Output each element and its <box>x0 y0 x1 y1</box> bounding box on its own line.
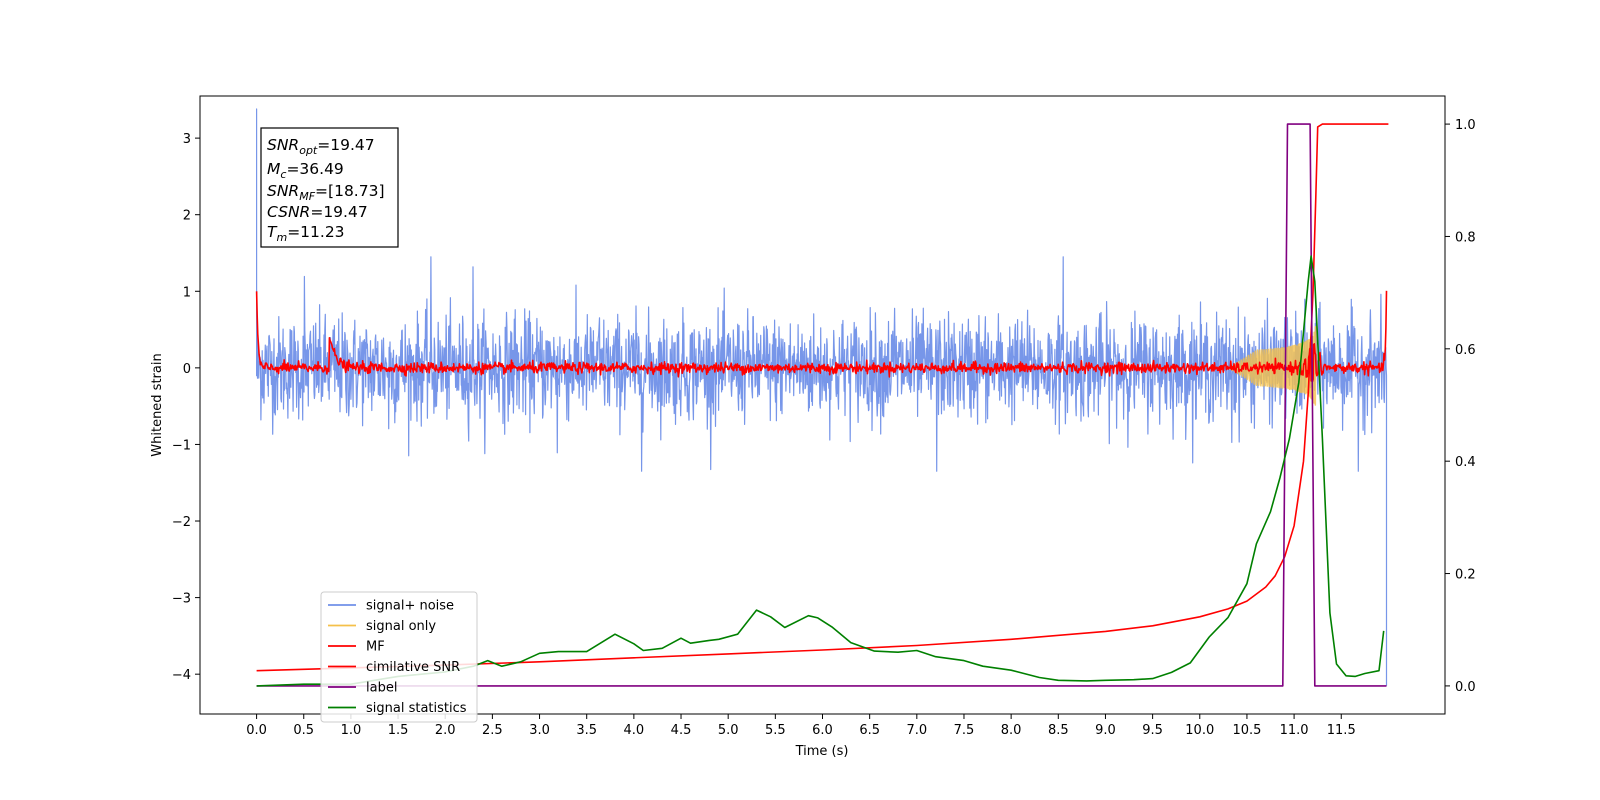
x-tick-label: 0.0 <box>246 723 267 738</box>
x-tick-label: 1.0 <box>341 723 362 738</box>
y-right-tick-label: 0.2 <box>1455 568 1476 583</box>
x-tick-label: 9.5 <box>1142 723 1163 738</box>
x-tick-label: 3.5 <box>576 723 597 738</box>
stat-tm: Tm=11.23 <box>267 223 345 244</box>
legend-label: signal+ noise <box>366 599 454 614</box>
legend-frame <box>320 591 478 723</box>
stats-box-frame <box>260 127 399 248</box>
legend-label: signal statistics <box>366 701 467 716</box>
y-left-tick-label: −4 <box>172 668 191 683</box>
series-signal-noise <box>256 108 1388 686</box>
y-right-tick-label: 1.0 <box>1455 118 1476 133</box>
legend-label: label <box>366 681 397 696</box>
x-tick-label: 9.0 <box>1095 723 1116 738</box>
legend-label: signal only <box>366 619 436 634</box>
y-left-tick-label: 3 <box>183 132 191 147</box>
series-signal-only <box>1227 326 1317 406</box>
x-tick-label: 1.5 <box>388 723 409 738</box>
y-left-tick-label: 2 <box>183 209 191 224</box>
x-tick-label: 7.5 <box>954 723 975 738</box>
x-tick-label: 2.5 <box>482 723 503 738</box>
series-signal-statistics <box>256 255 1385 687</box>
stats-box: SNRopt=19.47 Mc=36.49 SNRMF=[18.73] CSNR… <box>260 127 399 248</box>
series-cimilative-snr <box>256 123 1389 672</box>
stat-snr-opt: SNRopt=19.47 <box>267 136 375 157</box>
x-tick-label: 4.5 <box>671 723 692 738</box>
x-tick-label: 3.0 <box>529 723 550 738</box>
x-tick-label: 11.5 <box>1327 723 1356 738</box>
series-layer <box>255 108 1389 687</box>
x-tick-label: 11.0 <box>1280 723 1309 738</box>
axis-layer: 0.0 0.5 1.0 1.5 2.0 2.5 3.0 3.5 4.0 4.5 5.0 5.5 6.0 6… <box>172 118 1476 738</box>
x-axis-label: Time (s) <box>795 744 849 759</box>
legend: signal+ noise signal only MF cimilative SNR… <box>320 591 478 723</box>
y-left-tick-label: 1 <box>183 285 191 300</box>
x-tick-label: 5.0 <box>718 723 739 738</box>
x-tick-label: 6.0 <box>812 723 833 738</box>
x-tick-label: 6.5 <box>859 723 880 738</box>
y-right-tick-label: 0.8 <box>1455 230 1476 245</box>
x-tick-label: 8.5 <box>1048 723 1069 738</box>
y-right-tick-label: 0.6 <box>1455 343 1476 358</box>
x-tick-label: 2.0 <box>435 723 456 738</box>
y-left-tick-label: 0 <box>183 362 191 377</box>
series-mf <box>255 290 1388 383</box>
series-label <box>256 123 1387 687</box>
y-right-tick-label: 0.0 <box>1455 680 1476 695</box>
legend-label: MF <box>366 640 385 655</box>
legend-label: cimilative SNR <box>366 660 460 675</box>
stat-csnr: CSNR=19.47 <box>267 203 368 221</box>
x-tick-label: 10.0 <box>1185 723 1214 738</box>
x-tick-label: 7.0 <box>906 723 927 738</box>
stat-snr-mf: SNRMF=[18.73] <box>267 182 385 203</box>
y-axis-label: Whitened strain <box>150 353 165 456</box>
x-tick-label: 10.5 <box>1232 723 1261 738</box>
y-left-tick-label: −3 <box>172 592 191 607</box>
stat-mc: Mc=36.49 <box>267 160 344 181</box>
y-left-tick-label: −2 <box>172 515 191 530</box>
y-left-tick-label: −1 <box>172 438 191 453</box>
x-tick-label: 5.5 <box>765 723 786 738</box>
x-tick-label: 4.0 <box>624 723 645 738</box>
x-tick-label: 0.5 <box>293 723 314 738</box>
x-tick-label: 8.0 <box>1001 723 1022 738</box>
y-right-tick-label: 0.4 <box>1455 455 1476 470</box>
